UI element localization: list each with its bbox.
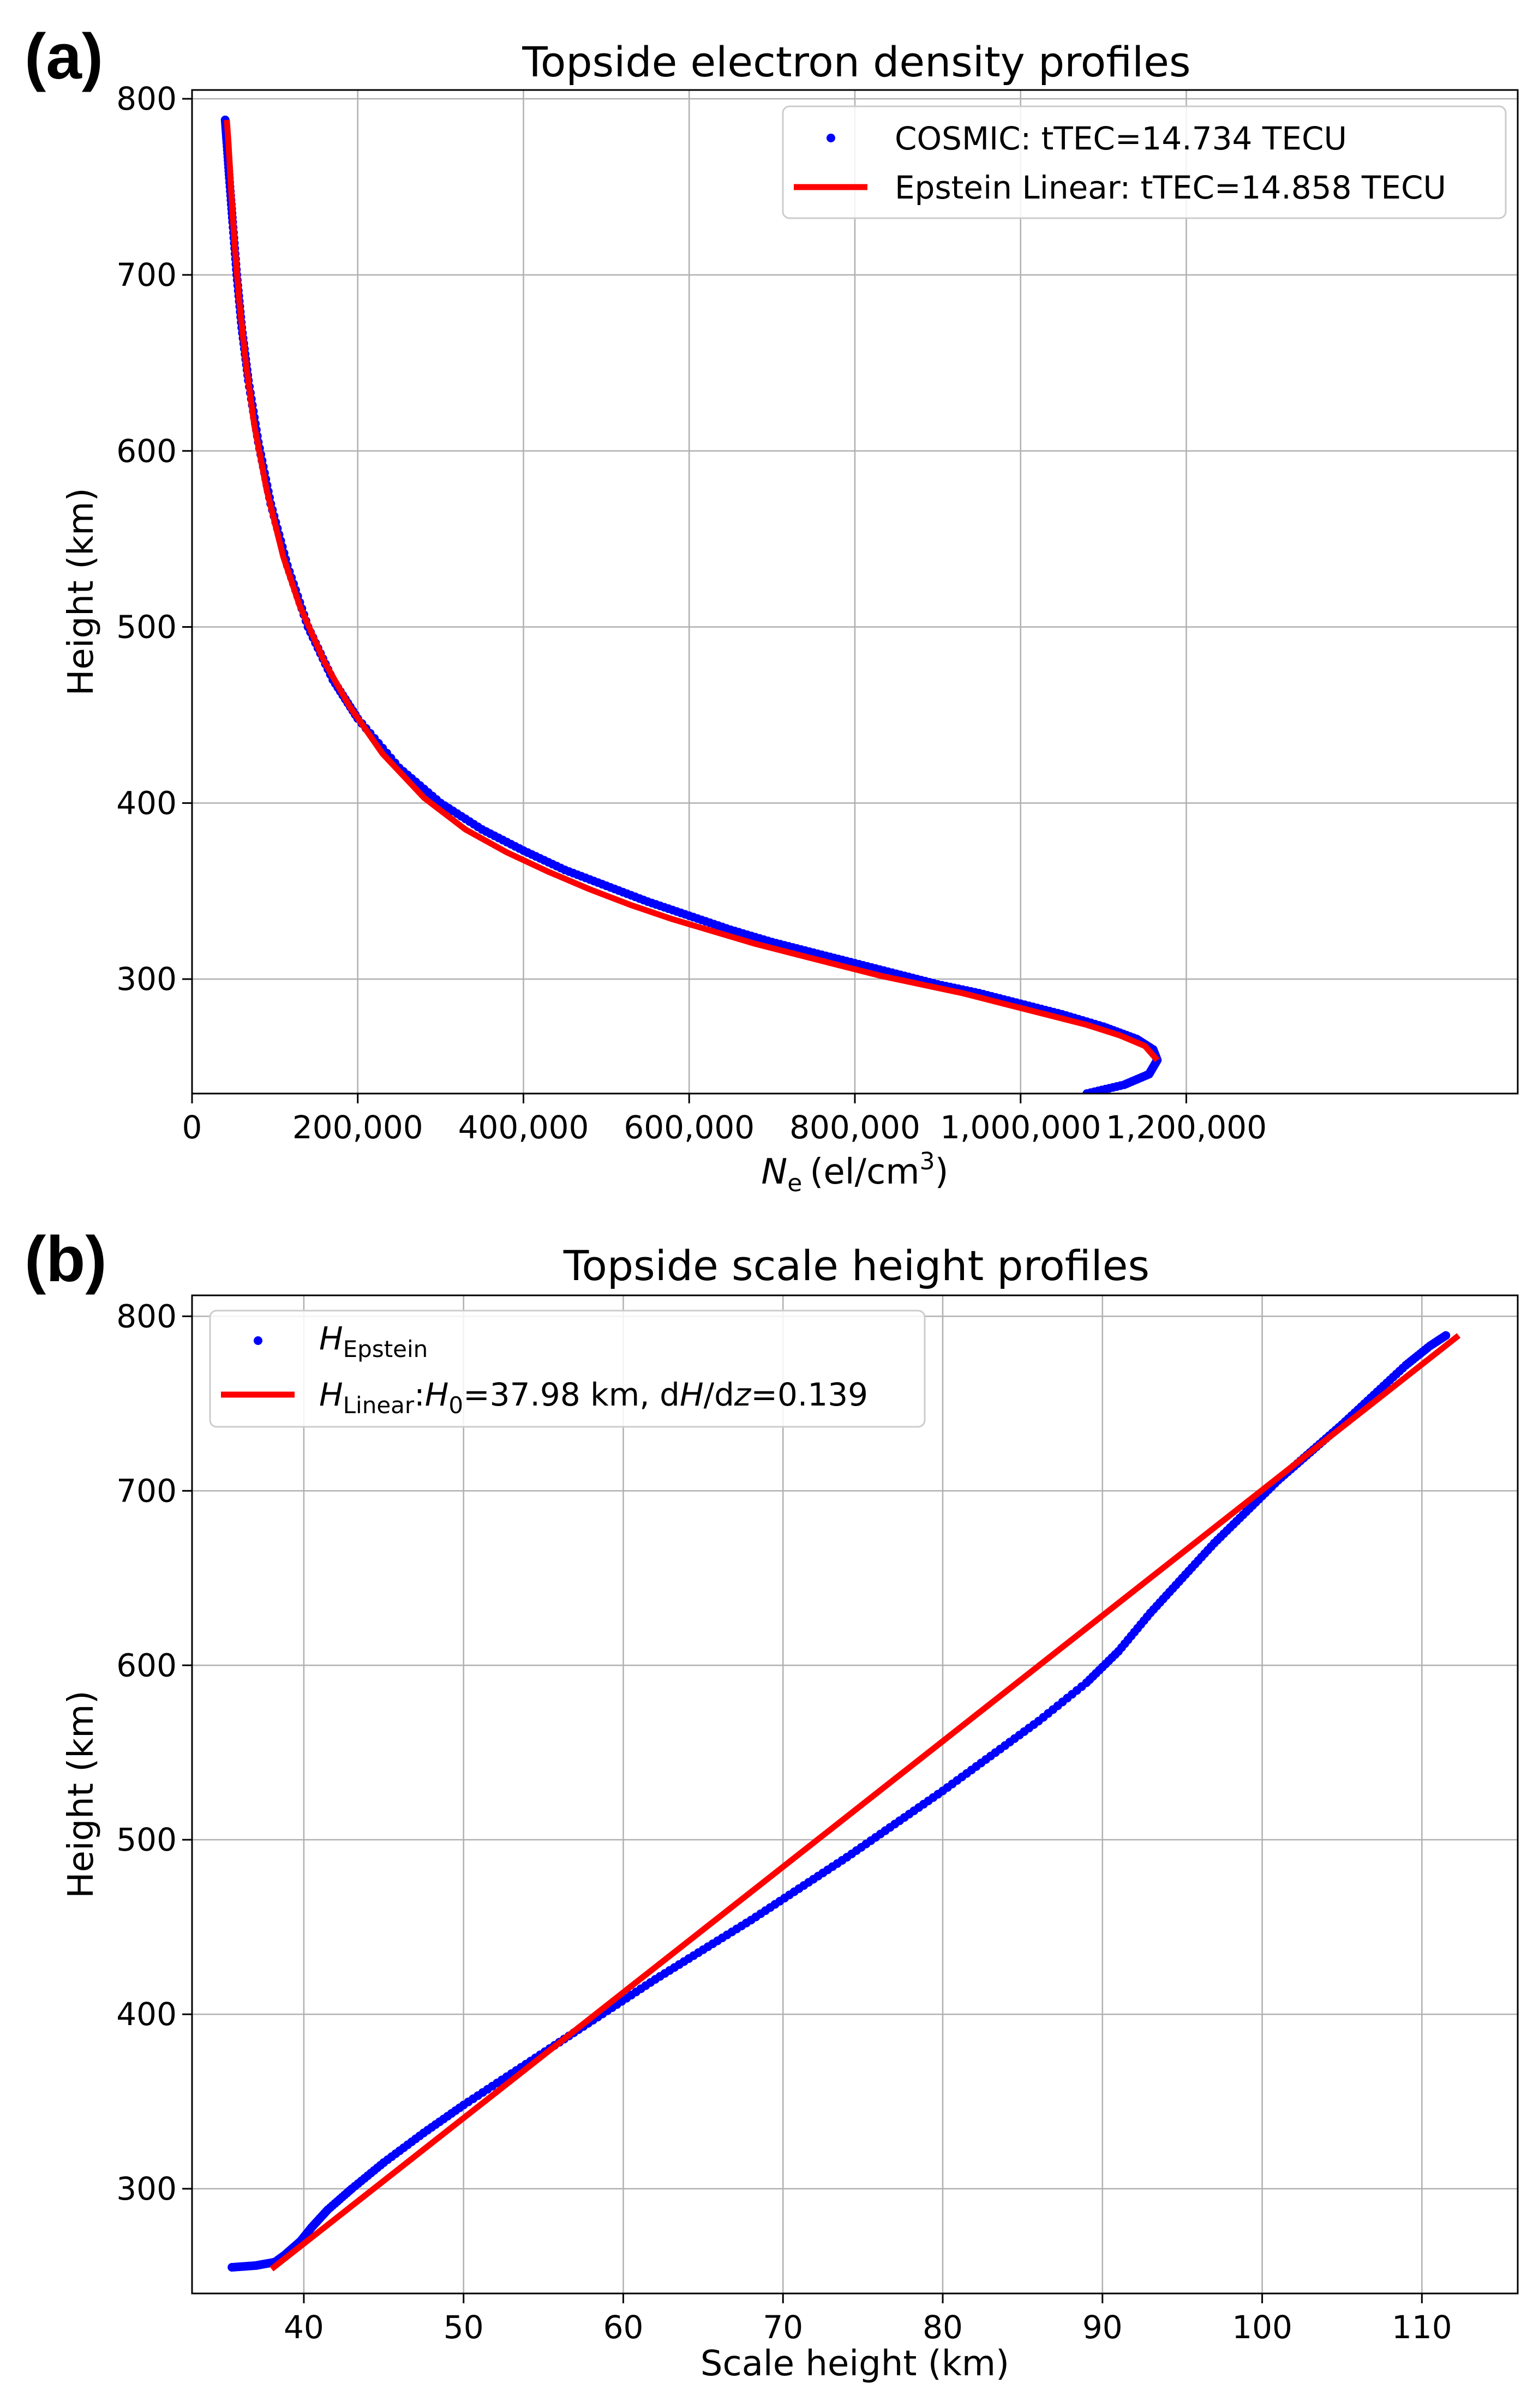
chart-a-title: Topside electron density profiles xyxy=(522,38,1190,86)
chart-b-legend-box xyxy=(209,1310,926,1428)
chart-a-y-tick-label: 500 xyxy=(116,609,177,646)
panel-label-b: (b) xyxy=(25,1223,107,1295)
chart-a-x-label-unit: (el/cm xyxy=(810,1152,919,1192)
chart-b-y-ticks: 300 400 500 600 700 800 xyxy=(116,1298,192,2207)
chart-b-y-tick-label: 300 xyxy=(116,2170,177,2207)
chart-b-legend: HEpstein HLinear:H0=37.98 km, dH/dz=0.13… xyxy=(209,1310,926,1428)
chart-a-legend-cosmic-marker xyxy=(827,134,835,142)
chart-b-x-tick-label: 80 xyxy=(923,2309,963,2346)
chart-b-linear-line xyxy=(270,1333,1461,2272)
chart-b-legend-linear-sub: Linear xyxy=(343,1392,415,1419)
chart-a-y-tick-label: 700 xyxy=(116,256,177,293)
chart-b-x-tick-label: 50 xyxy=(444,2309,484,2346)
chart-b-legend-h0-sub: 0 xyxy=(448,1392,463,1419)
chart-a-x-label-close: ) xyxy=(935,1152,949,1192)
chart-b-legend-epstein-h: H xyxy=(319,1320,343,1357)
chart-b-legend-epstein-sub: Epstein xyxy=(343,1336,428,1362)
chart-a-y-tick-label: 800 xyxy=(116,80,177,117)
chart-a-x-label-sup: 3 xyxy=(920,1148,935,1175)
chart-a-y-ticks: 300 400 500 600 700 800 xyxy=(116,80,192,998)
chart-a-x-tick-label: 1,000,000 xyxy=(940,1109,1101,1146)
chart-b-legend-epstein: HEpstein xyxy=(319,1320,428,1362)
chart-b-y-tick-label: 400 xyxy=(116,1996,177,2033)
chart-a-x-tick-label: 400,000 xyxy=(458,1109,589,1146)
chart-b-x-label: Scale height (km) xyxy=(700,2344,1009,2384)
chart-b-x-tick-label: 100 xyxy=(1232,2309,1292,2346)
chart-b-data-point xyxy=(1441,1331,1451,1340)
chart-a-x-tick-label: 0 xyxy=(182,1109,202,1146)
chart-a-x-label: Ne (el/cm3) xyxy=(761,1148,948,1197)
chart-a-y-tick-label: 400 xyxy=(116,784,177,821)
chart-b-grid xyxy=(192,1295,1518,2293)
chart-b-legend-dh-rest: /d xyxy=(704,1376,734,1413)
chart-b-legend-dz-value: =0.139 xyxy=(751,1376,868,1413)
chart-a-legend-cosmic: COSMIC: tTEC=14.734 TECU xyxy=(895,120,1347,157)
chart-b-legend-epstein-marker xyxy=(254,1336,262,1345)
chart-a-x-label-sub: e xyxy=(787,1169,802,1197)
chart-b-legend-linear-h: H xyxy=(319,1376,343,1413)
chart-b-frame xyxy=(191,1294,1519,2295)
chart-a-x-label-ne: N xyxy=(761,1152,787,1192)
chart-b-title: Topside scale height profiles xyxy=(563,1241,1149,1290)
chart-b-legend-linear-sep: : xyxy=(414,1376,425,1413)
chart-b-y-tick-label: 500 xyxy=(116,1821,177,1858)
chart-b-y-label: Height (km) xyxy=(61,1690,101,1898)
chart-b-x-tick-label: 40 xyxy=(284,2309,324,2346)
chart-a-x-ticks: 0 200,000 400,000 600,000 800,000 1,000,000 1,… xyxy=(182,1094,1267,1146)
chart-b-y-tick-label: 600 xyxy=(116,1647,177,1684)
chart-b-x-tick-label: 90 xyxy=(1082,2309,1123,2346)
chart-b-x-ticks: 40 50 60 70 80 90 100 110 xyxy=(284,2293,1452,2346)
chart-b-y-tick-label: 700 xyxy=(116,1472,177,1509)
chart-b-legend-linear: HLinear:H0=37.98 km, dH/dz=0.139 xyxy=(319,1376,868,1419)
chart-a-legend-epstein: Epstein Linear: tTEC=14.858 TECU xyxy=(895,169,1446,206)
chart-a-legend-box xyxy=(782,105,1507,219)
chart-b-y-tick-label: 800 xyxy=(116,1298,177,1335)
chart-b-legend-dh: H xyxy=(680,1376,704,1413)
chart-a-x-tick-label: 600,000 xyxy=(624,1109,754,1146)
chart-a-frame xyxy=(191,89,1519,1095)
chart-a-legend: COSMIC: tTEC=14.734 TECU Epstein Linear:… xyxy=(782,105,1507,219)
chart-a-x-tick-label: 1,200,000 xyxy=(1106,1109,1267,1146)
chart-a-y-label: Height (km) xyxy=(61,488,101,695)
chart-b-legend-dz: z xyxy=(734,1376,752,1413)
chart-a-y-tick-label: 600 xyxy=(116,433,177,470)
panel-label-a: (a) xyxy=(25,21,104,93)
chart-b-x-tick-label: 70 xyxy=(763,2309,803,2346)
chart-a-epstein-line xyxy=(224,119,1160,1062)
chart-b-legend-h0: H xyxy=(425,1376,449,1413)
chart-a-y-tick-label: 300 xyxy=(116,960,177,998)
chart-b-epstein-series xyxy=(227,1331,1451,2272)
chart-b-x-tick-label: 60 xyxy=(603,2309,644,2346)
chart-b-x-tick-label: 110 xyxy=(1392,2309,1452,2346)
chart-b-legend-h0-value: =37.98 km, d xyxy=(463,1376,680,1413)
chart-a-x-tick-label: 800,000 xyxy=(789,1109,920,1146)
chart-a-x-tick-label: 200,000 xyxy=(292,1109,423,1146)
